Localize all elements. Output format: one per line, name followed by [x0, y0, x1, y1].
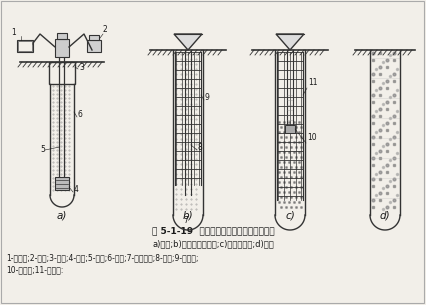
Text: c): c) [285, 210, 295, 220]
Text: 9: 9 [205, 93, 210, 102]
Text: 4: 4 [74, 185, 79, 194]
Polygon shape [174, 34, 202, 50]
Text: 2: 2 [103, 25, 107, 34]
Text: a)钻孔;b)下钢筋笼及导管;c)灌注混凝土;d)成桩: a)钻孔;b)下钢筋笼及导管;c)灌注混凝土;d)成桩 [152, 239, 274, 248]
Polygon shape [276, 34, 304, 50]
Text: 8: 8 [198, 143, 203, 152]
Text: 6: 6 [78, 110, 83, 119]
Bar [57, 33, 67, 39]
Text: 5: 5 [40, 145, 45, 154]
Text: 11: 11 [308, 78, 317, 87]
Bar [87, 40, 101, 52]
Bar [18, 41, 32, 51]
Text: b): b) [183, 210, 193, 220]
Bar [17, 40, 33, 52]
Bar [55, 39, 69, 57]
Text: 10: 10 [307, 133, 317, 142]
Text: 10-隔水塞;11-混凝土:: 10-隔水塞;11-混凝土: [6, 265, 63, 274]
Bar [55, 177, 69, 190]
Text: a): a) [57, 210, 67, 220]
Bar [49, 62, 75, 84]
Text: 1-泥浆泵;2-钻机;3-护筒;4-钻头;5-钻杆;6-泥浆;7-泥浆泥浆;8-导管;9-钢筋笼;: 1-泥浆泵;2-钻机;3-护筒;4-钻头;5-钻杆;6-泥浆;7-泥浆泥浆;8-… [6, 253, 199, 262]
Text: 1: 1 [12, 28, 16, 37]
Text: d): d) [380, 210, 390, 220]
Text: 3: 3 [79, 63, 84, 72]
Bar [285, 125, 295, 133]
Text: 图 5-1-19  泥浆护壁钻孔灌注桩施工顺序图: 图 5-1-19 泥浆护壁钻孔灌注桩施工顺序图 [152, 226, 274, 235]
Text: 7: 7 [183, 216, 188, 225]
Bar [89, 35, 99, 40]
